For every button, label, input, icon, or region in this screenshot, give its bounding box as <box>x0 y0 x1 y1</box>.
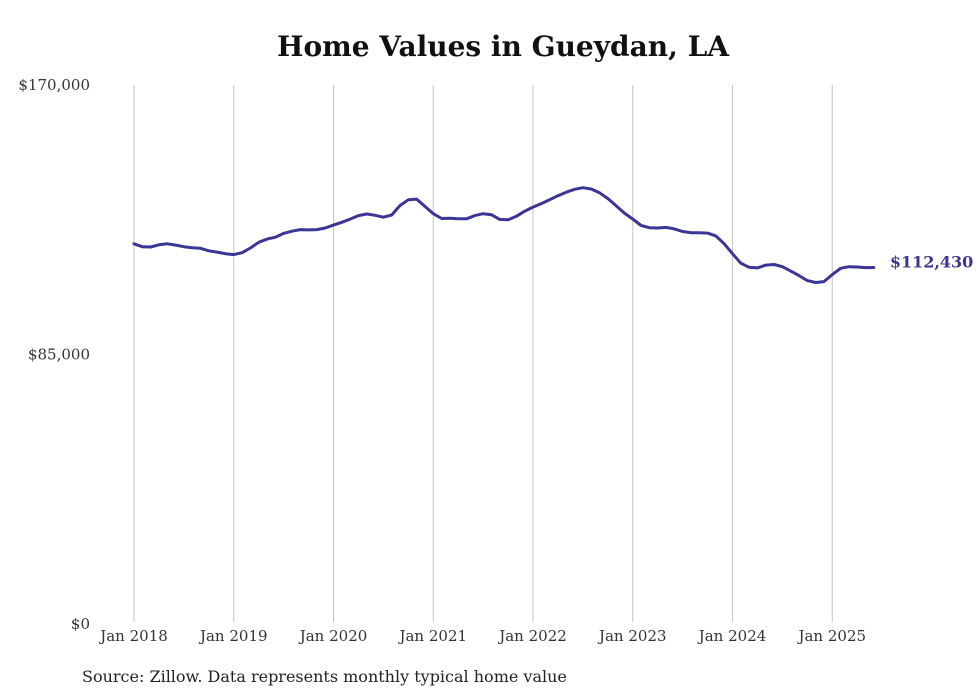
x-tick-label: Jan 2024 <box>697 627 767 645</box>
grid-lines <box>133 85 833 622</box>
home-value-line <box>132 186 876 284</box>
y-tick-label: $170,000 <box>18 76 90 94</box>
y-tick-label: $85,000 <box>28 346 90 364</box>
source-note: Source: Zillow. Data represents monthly … <box>82 667 567 686</box>
latest-value-label: $112,430 <box>890 253 974 272</box>
x-tick-label: Jan 2018 <box>98 627 168 645</box>
x-tick-label: Jan 2020 <box>298 627 368 645</box>
chart-title: Home Values in Gueydan, LA <box>276 30 730 63</box>
x-tick-label: Jan 2019 <box>198 627 268 645</box>
x-tick-label: Jan 2023 <box>597 627 667 645</box>
x-axis-ticks: Jan 2018 Jan 2019 Jan 2020 Jan 2021 Jan 2022… <box>98 627 866 645</box>
y-axis-ticks: $0 $85,000 $170,000 <box>18 76 90 633</box>
y-tick-label: $0 <box>71 615 90 633</box>
x-tick-label: Jan 2025 <box>796 627 866 645</box>
x-tick-label: Jan 2022 <box>497 627 567 645</box>
x-tick-label: Jan 2021 <box>397 627 467 645</box>
